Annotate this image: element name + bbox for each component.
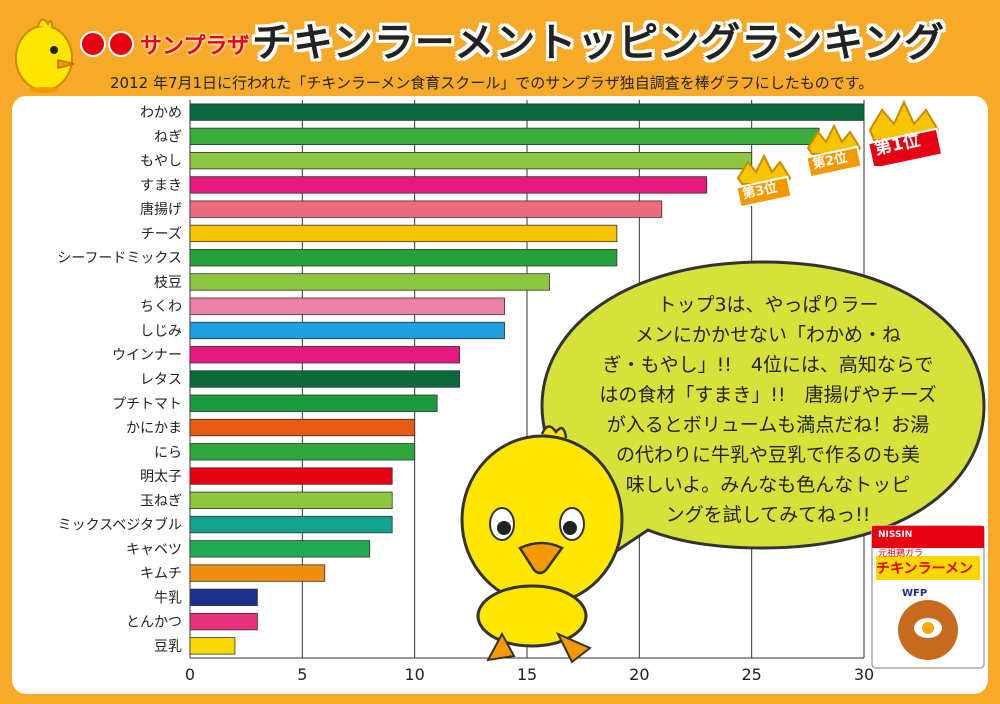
bubble-line: メンにかかせない「わかめ・ね [634,324,901,346]
chart-title: チキンラーメントッピングランキング [252,20,945,66]
x-tick-label: 25 [741,665,761,684]
bar [189,612,258,631]
category-label: 牛乳 [154,590,182,606]
x-tick-label: 10 [404,665,424,684]
bar [189,200,663,218]
chick-character-icon [460,425,624,664]
category-label: 唐揚げ [140,201,182,218]
bar [189,103,865,121]
category-label: シーフードミックス [57,251,182,267]
bar [189,370,461,388]
chicken-ramen-package: NISSIN 元祖鶏ガラ チキンラーメン WFP [868,522,988,672]
brand-logo: サンプラザ [80,24,249,64]
category-label: ちくわ [140,299,182,315]
category-label: キャベツ [126,542,182,558]
category-label: ミックスベジタブル [58,517,182,534]
category-label: もやし [140,154,182,170]
category-label: プチトマト [112,396,182,412]
rank-2-crown: 第2位 [804,122,864,180]
bubble-line: ぎ・もやし」!! 4位には、高知ならで [602,354,934,376]
bar [189,491,393,509]
x-tick-label: 5 [297,665,307,684]
tomato-icon [80,31,106,57]
bar [189,418,416,437]
bar [189,564,326,582]
category-label: ねぎ [154,129,182,145]
x-tick-label: 20 [629,665,649,684]
bar [189,152,753,170]
rank-3-crown: 第3位 [734,152,794,210]
category-label: 明太子 [140,469,182,485]
bubble-text: トップ3は、やっぱりラー メンにかかせない「わかめ・ねぎ・もやし」!! 4位には、… [568,290,968,530]
x-tick-label: 0 [185,665,195,684]
bar [189,637,236,655]
bar [189,321,505,340]
bar [189,443,416,461]
bar [189,588,258,606]
package-sublabel: 元祖鶏ガラ [878,549,924,559]
category-label: かにかま [126,421,182,437]
speech-bubble [540,260,986,566]
category-label: レタス [140,372,182,388]
category-label: チーズ [141,226,182,242]
bar [189,394,438,412]
package-mark: WFP [902,588,928,599]
package-label: チキンラーメン [876,561,974,577]
x-tick-label: 30 [854,665,874,684]
category-label: ウインナー [112,348,182,364]
brand-name: サンプラザ [140,34,250,59]
package-brand: NISSIN [878,530,913,540]
bar [189,249,618,267]
category-label: 玉ねぎ [140,493,182,509]
bar [189,127,820,146]
category-label: すまき [140,178,182,194]
bubble-line: はの食材「すまき」!! 唐揚げやチーズ [599,384,937,406]
bar [189,297,505,315]
category-label: にら [154,445,182,461]
bar [189,346,461,364]
bubble-line: ングを試してみてねっ!! [665,504,871,526]
bubble-line: トップ3は、やっぱりラー [657,294,879,316]
bar [189,540,371,558]
chick-mascot-icon [15,18,75,93]
bar [189,176,708,194]
category-label: しじみ [140,323,182,339]
category-label: 豆乳 [154,639,182,655]
tomato-icon [108,31,134,57]
category-label: キムチ [140,566,182,582]
category-label: とんかつ [126,615,182,631]
bar [189,224,618,243]
bar [189,467,393,485]
rank-1-crown: 第1位 [864,96,944,170]
category-label: わかめ [140,105,182,121]
bar [189,515,393,534]
bar [189,273,550,291]
chart-subtitle: 2012 年7月1日に行われた「チキンラーメン食育スクール」でのサンプラザ独自調… [110,74,874,92]
bubble-line: が入るとボリュームも満点だね！お湯 [606,414,930,436]
bubble-line: の代わりに牛乳や豆乳で作るのも美 [615,444,920,466]
category-label: 枝豆 [154,275,182,291]
bubble-line: 味しいよ。みんなも色んなトッピ [625,474,911,496]
x-tick-label: 15 [517,665,537,684]
